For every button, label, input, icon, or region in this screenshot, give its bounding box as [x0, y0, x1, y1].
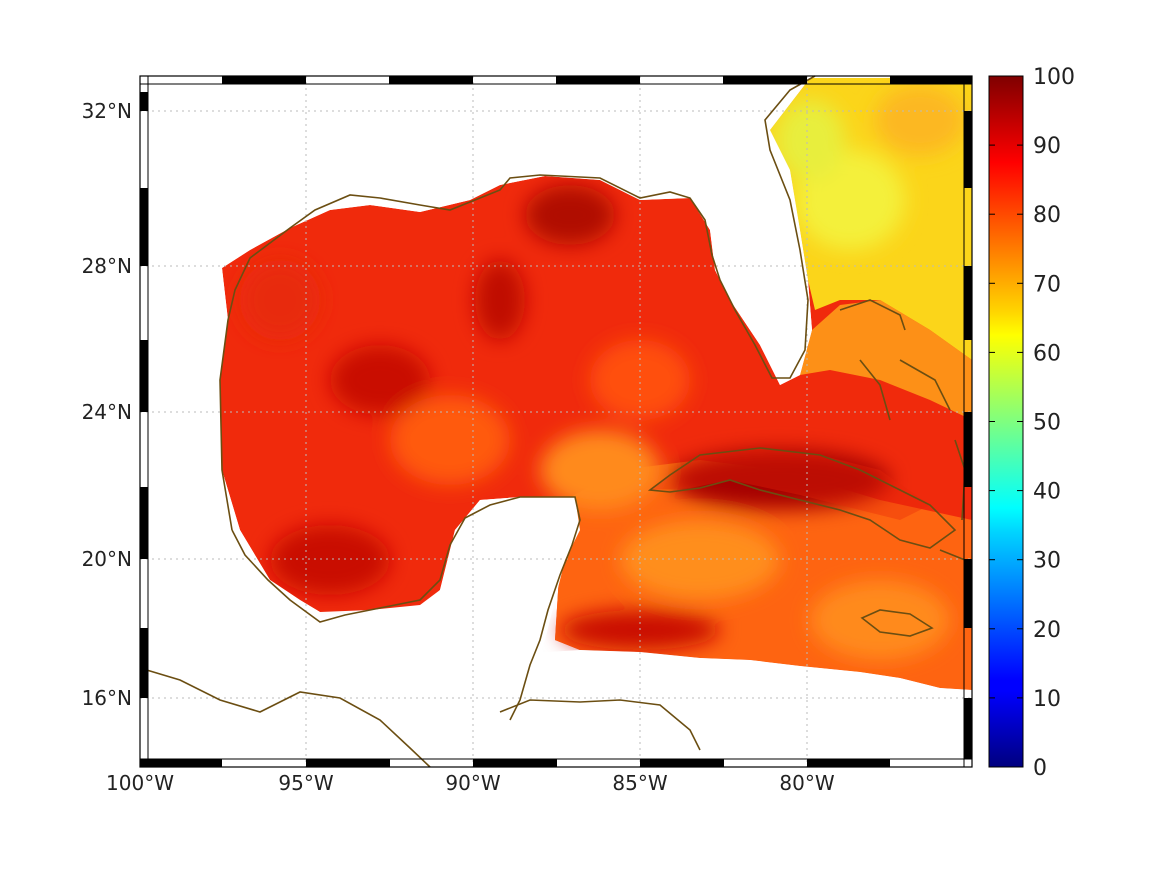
- central-america-coast: [139, 667, 431, 768]
- us-gulf-coast: [219, 75, 816, 531]
- lat-label: 20°N: [82, 547, 132, 571]
- colorbar-ticks: 0 10 20 30 40 50 60 70 80 90 100: [989, 65, 1075, 781]
- colorbar-tick-label: 90: [1033, 134, 1061, 159]
- sst-field: [140, 78, 972, 767]
- colorbar-tick-label: 40: [1033, 480, 1061, 505]
- colorbar-tick-label: 20: [1033, 618, 1061, 643]
- colorbar-tick-label: 70: [1033, 272, 1061, 297]
- graticule: [140, 76, 972, 767]
- colorbar-tick-label: 0: [1033, 756, 1047, 781]
- map-frame: [139, 75, 973, 768]
- north-land: [140, 78, 640, 268]
- jamaica-coast: [860, 609, 934, 637]
- florida-land: [640, 78, 812, 385]
- cuba-land: [650, 448, 930, 520]
- colorbar-tick-label: 50: [1033, 411, 1061, 436]
- colorbar-tick-label: 60: [1033, 341, 1061, 366]
- lon-label: 85°W: [612, 771, 667, 795]
- west-land: [140, 268, 330, 665]
- bahamas-coast: [839, 299, 951, 421]
- lon-label: 100°W: [106, 771, 174, 795]
- honduras-coast: [499, 699, 701, 751]
- colorbar-tick-label: 30: [1033, 549, 1061, 574]
- atlantic-transition: [800, 300, 972, 420]
- lat-label: 16°N: [82, 686, 132, 710]
- latitude-labels: 16°N 20°N 24°N 28°N 32°N: [82, 99, 132, 710]
- lon-label: 90°W: [445, 771, 500, 795]
- mexico-coast: [231, 496, 581, 721]
- lat-label: 24°N: [82, 400, 132, 424]
- lon-label: 95°W: [278, 771, 333, 795]
- lat-label: 32°N: [82, 99, 132, 123]
- cuba-coast: [647, 447, 957, 549]
- coastlines: [139, 75, 966, 768]
- lon-label: 80°W: [779, 771, 834, 795]
- colorbar: 0 10 20 30 40 50 60 70 80 90 100: [988, 65, 1075, 781]
- lat-label: 28°N: [82, 254, 132, 278]
- south-land: [140, 650, 972, 767]
- colorbar-tick-label: 80: [1033, 203, 1061, 228]
- colorbar-tick-label: 10: [1033, 687, 1061, 712]
- colorbar-tick-label: 100: [1033, 65, 1075, 90]
- field-variability: [240, 85, 965, 660]
- longitude-labels: 100°W 95°W 90°W 85°W 80°W: [106, 771, 835, 795]
